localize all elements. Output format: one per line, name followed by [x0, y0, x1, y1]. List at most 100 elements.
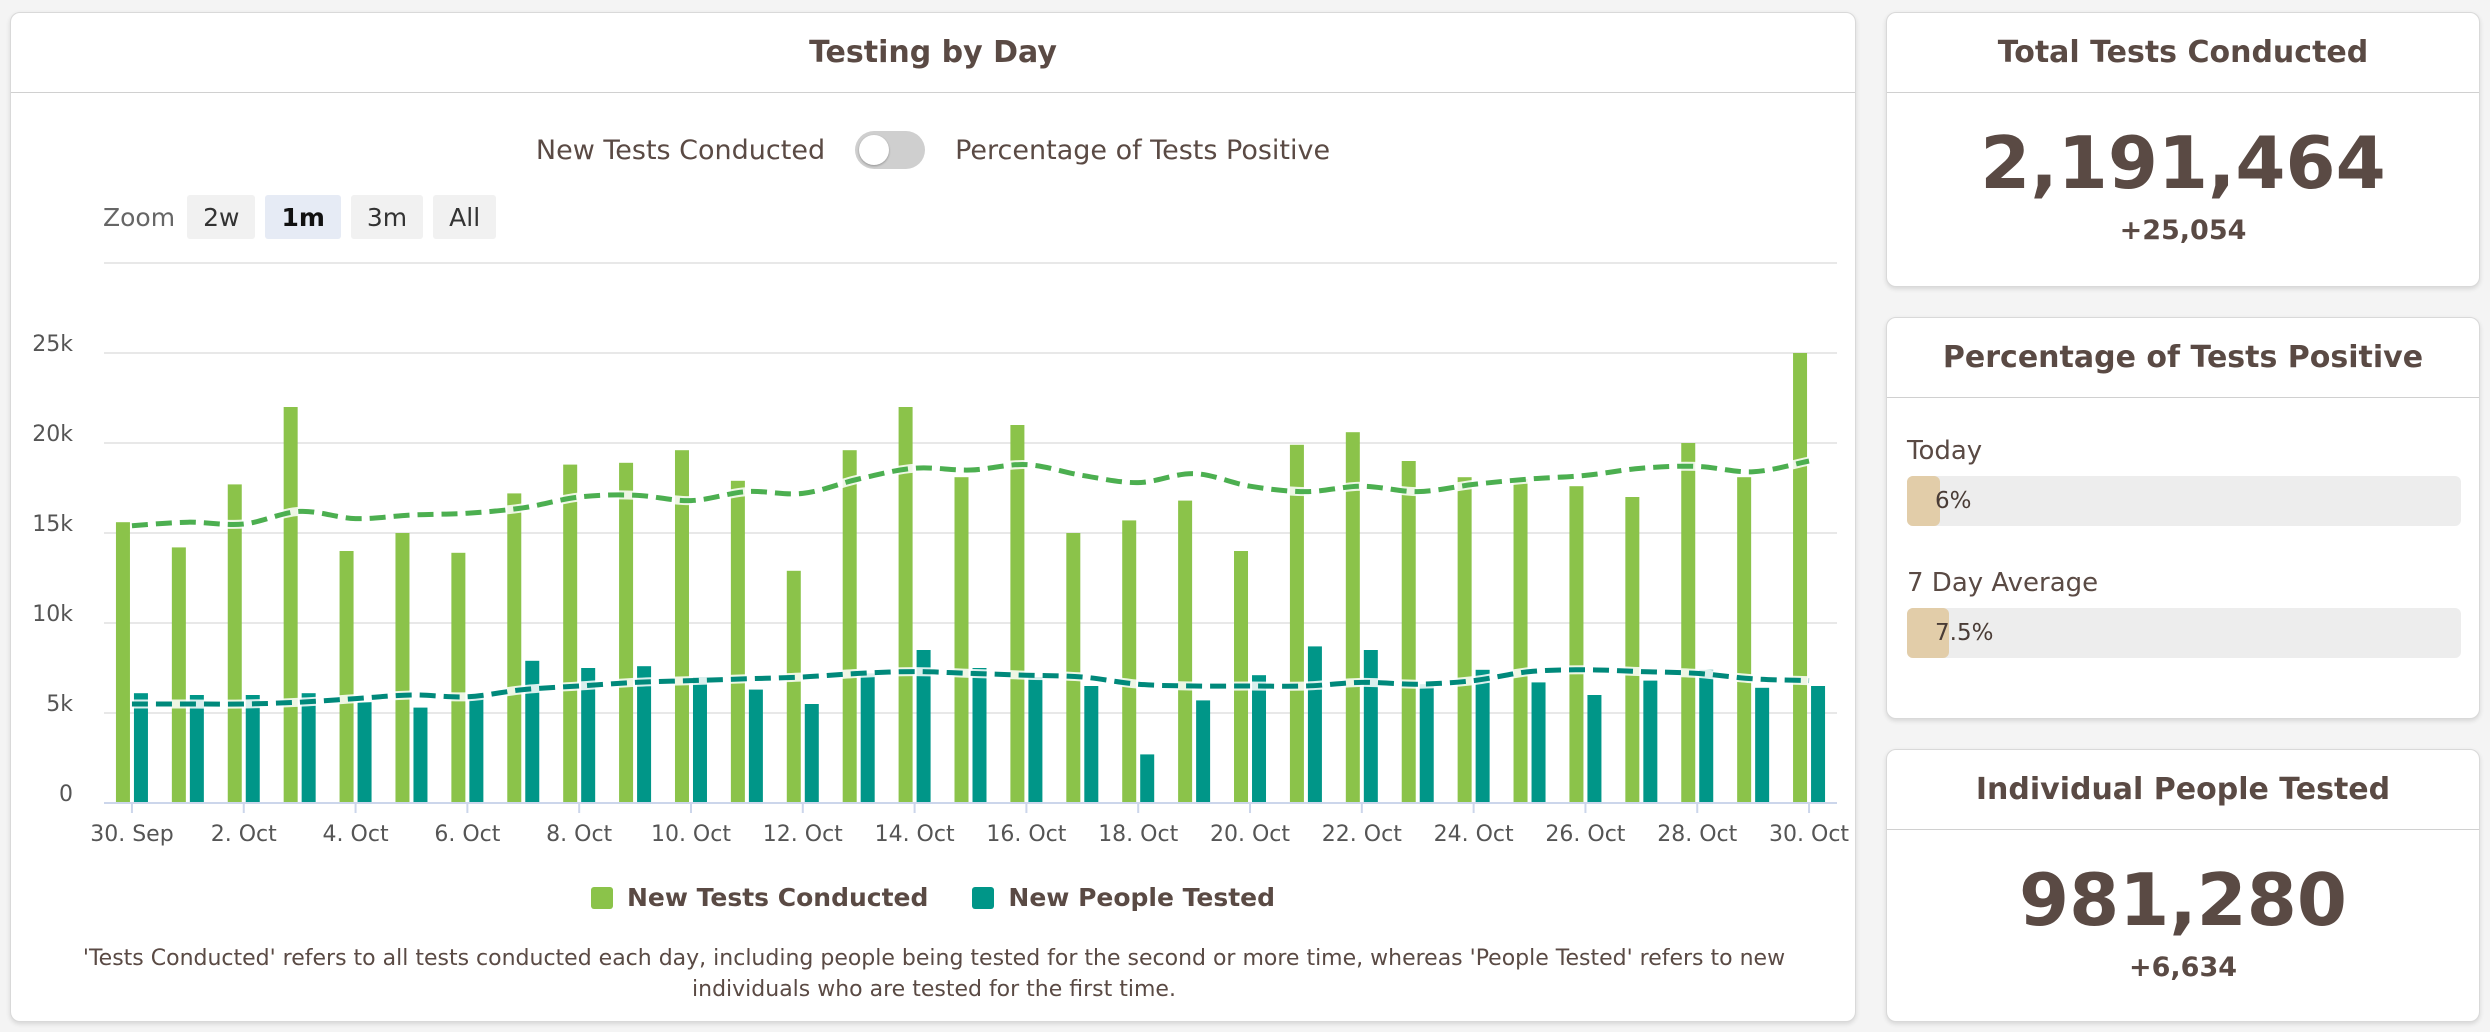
bar-people	[637, 666, 652, 803]
y-tick-label: 15k	[32, 512, 73, 537]
bar-people	[357, 702, 372, 803]
x-tick-label: 24. Oct	[1434, 822, 1514, 847]
x-tick-label: 26. Oct	[1545, 822, 1625, 847]
bar-people	[413, 707, 428, 803]
bar-tests	[674, 450, 689, 803]
testing-by-day-card: Testing by Day New Tests Conducted Perce…	[10, 12, 1856, 1022]
today-label: Today	[1907, 436, 1983, 466]
chart-legend: New Tests Conducted New People Tested	[11, 883, 1855, 912]
bar-tests	[898, 407, 913, 803]
bar-people	[804, 704, 819, 803]
individual-people-card: Individual People Tested 981,280 +6,634	[1886, 749, 2480, 1022]
bar-people	[916, 650, 931, 803]
x-tick-label: 14. Oct	[875, 822, 955, 847]
bar-tests	[730, 480, 745, 803]
bar-people	[1643, 680, 1658, 803]
x-tick-label: 6. Oct	[434, 822, 500, 847]
today-progress-track: 6%	[1907, 476, 2461, 526]
bar-tests	[227, 484, 242, 803]
bar-people	[860, 673, 875, 803]
x-tick-label: 4. Oct	[323, 822, 389, 847]
bar-people	[692, 677, 707, 803]
legend-swatch-people	[972, 886, 995, 909]
zoom-button-2w[interactable]: 2w	[187, 195, 256, 239]
bar-tests	[1289, 444, 1304, 803]
bar-tests	[1737, 477, 1752, 803]
zoom-button-3m[interactable]: 3m	[350, 195, 424, 239]
y-tick-label: 5k	[46, 692, 73, 717]
bar-people	[1811, 686, 1826, 803]
legend-label-people: New People Tested	[1008, 883, 1276, 912]
bar-people	[1475, 669, 1490, 803]
bar-tests	[1122, 520, 1137, 803]
zoom-label: Zoom	[103, 202, 176, 232]
bar-people	[301, 693, 316, 803]
x-tick-label: 18. Oct	[1098, 822, 1178, 847]
bar-tests	[954, 477, 969, 803]
total-tests-card: Total Tests Conducted 2,191,464 +25,054	[1886, 12, 2480, 287]
zoom-controls: Zoom 2w 1m 3m All	[103, 195, 497, 239]
bar-tests	[842, 450, 857, 803]
bar-tests	[115, 522, 130, 803]
bar-people	[1587, 695, 1602, 803]
bar-people	[581, 668, 596, 803]
bar-people	[469, 695, 484, 803]
bar-tests	[1513, 479, 1528, 803]
toggle-knob	[859, 135, 890, 165]
bar-tests	[507, 493, 522, 803]
tests-average-line	[131, 458, 1810, 529]
metric-toggle-row: New Tests Conducted Percentage of Tests …	[11, 131, 1855, 169]
avg-label: 7 Day Average	[1907, 568, 2099, 598]
metric-toggle-switch[interactable]	[855, 131, 926, 169]
avg-value: 7.5%	[1935, 620, 1994, 646]
bar-tests	[563, 464, 578, 803]
bar-tests	[1234, 551, 1249, 803]
bar-people	[972, 668, 987, 803]
percentage-positive-card: Percentage of Tests Positive Today 6% 7 …	[1886, 317, 2480, 719]
bar-people	[1699, 669, 1714, 803]
total-tests-title: Total Tests Conducted	[1887, 13, 2479, 93]
avg-progress-track: 7.5%	[1907, 608, 2461, 658]
individual-people-delta: +6,634	[2128, 952, 2238, 983]
x-tick-label: 22. Oct	[1322, 822, 1402, 847]
bar-people	[133, 693, 148, 803]
x-tick-label: 8. Oct	[546, 822, 612, 847]
bar-tests	[171, 547, 186, 803]
x-tick-label: 2. Oct	[211, 822, 277, 847]
bar-people	[525, 660, 540, 803]
bar-tests	[1401, 461, 1416, 803]
bar-tests	[451, 552, 466, 803]
x-tick-label: 20. Oct	[1210, 822, 1290, 847]
bar-tests	[1345, 432, 1360, 803]
avg-progress-fill	[1907, 608, 1949, 658]
toggle-right-label: Percentage of Tests Positive	[955, 134, 1331, 166]
x-tick-label: 30. Sep	[90, 822, 173, 847]
bar-tests	[619, 462, 634, 803]
total-tests-value: 2,191,464	[1980, 121, 2386, 205]
legend-item-tests[interactable]: New Tests Conducted	[590, 883, 928, 912]
y-tick-label: 10k	[32, 602, 73, 627]
bar-people	[189, 695, 204, 803]
zoom-button-1m[interactable]: 1m	[265, 195, 341, 239]
testing-chart: 0 5k 10k 15k 20k 25k 30. Sep 2. Oct 4. Oct 6. Oct…	[32, 262, 1849, 847]
bar-tests	[1569, 486, 1584, 803]
today-progress-fill	[1907, 476, 1941, 526]
x-tick-label: 16. Oct	[986, 822, 1066, 847]
y-tick-label: 20k	[32, 422, 73, 447]
bar-people	[1140, 754, 1155, 803]
people-average-line	[131, 667, 1810, 707]
individual-people-title: Individual People Tested	[1887, 750, 2479, 830]
x-tick-label: 30. Oct	[1769, 822, 1849, 847]
bar-tests	[1793, 353, 1808, 803]
y-tick-label: 0	[59, 782, 73, 807]
toggle-left-label: New Tests Conducted	[535, 134, 826, 166]
chart-title: Testing by Day	[11, 13, 1855, 93]
bar-tests	[339, 551, 354, 803]
legend-swatch-tests	[590, 886, 613, 909]
zoom-button-all[interactable]: All	[433, 195, 497, 239]
bar-people	[1084, 686, 1099, 803]
bar-tests	[1010, 425, 1025, 803]
bar-tests	[1625, 497, 1640, 803]
bar-people	[1363, 650, 1378, 803]
legend-item-people[interactable]: New People Tested	[972, 883, 1275, 912]
